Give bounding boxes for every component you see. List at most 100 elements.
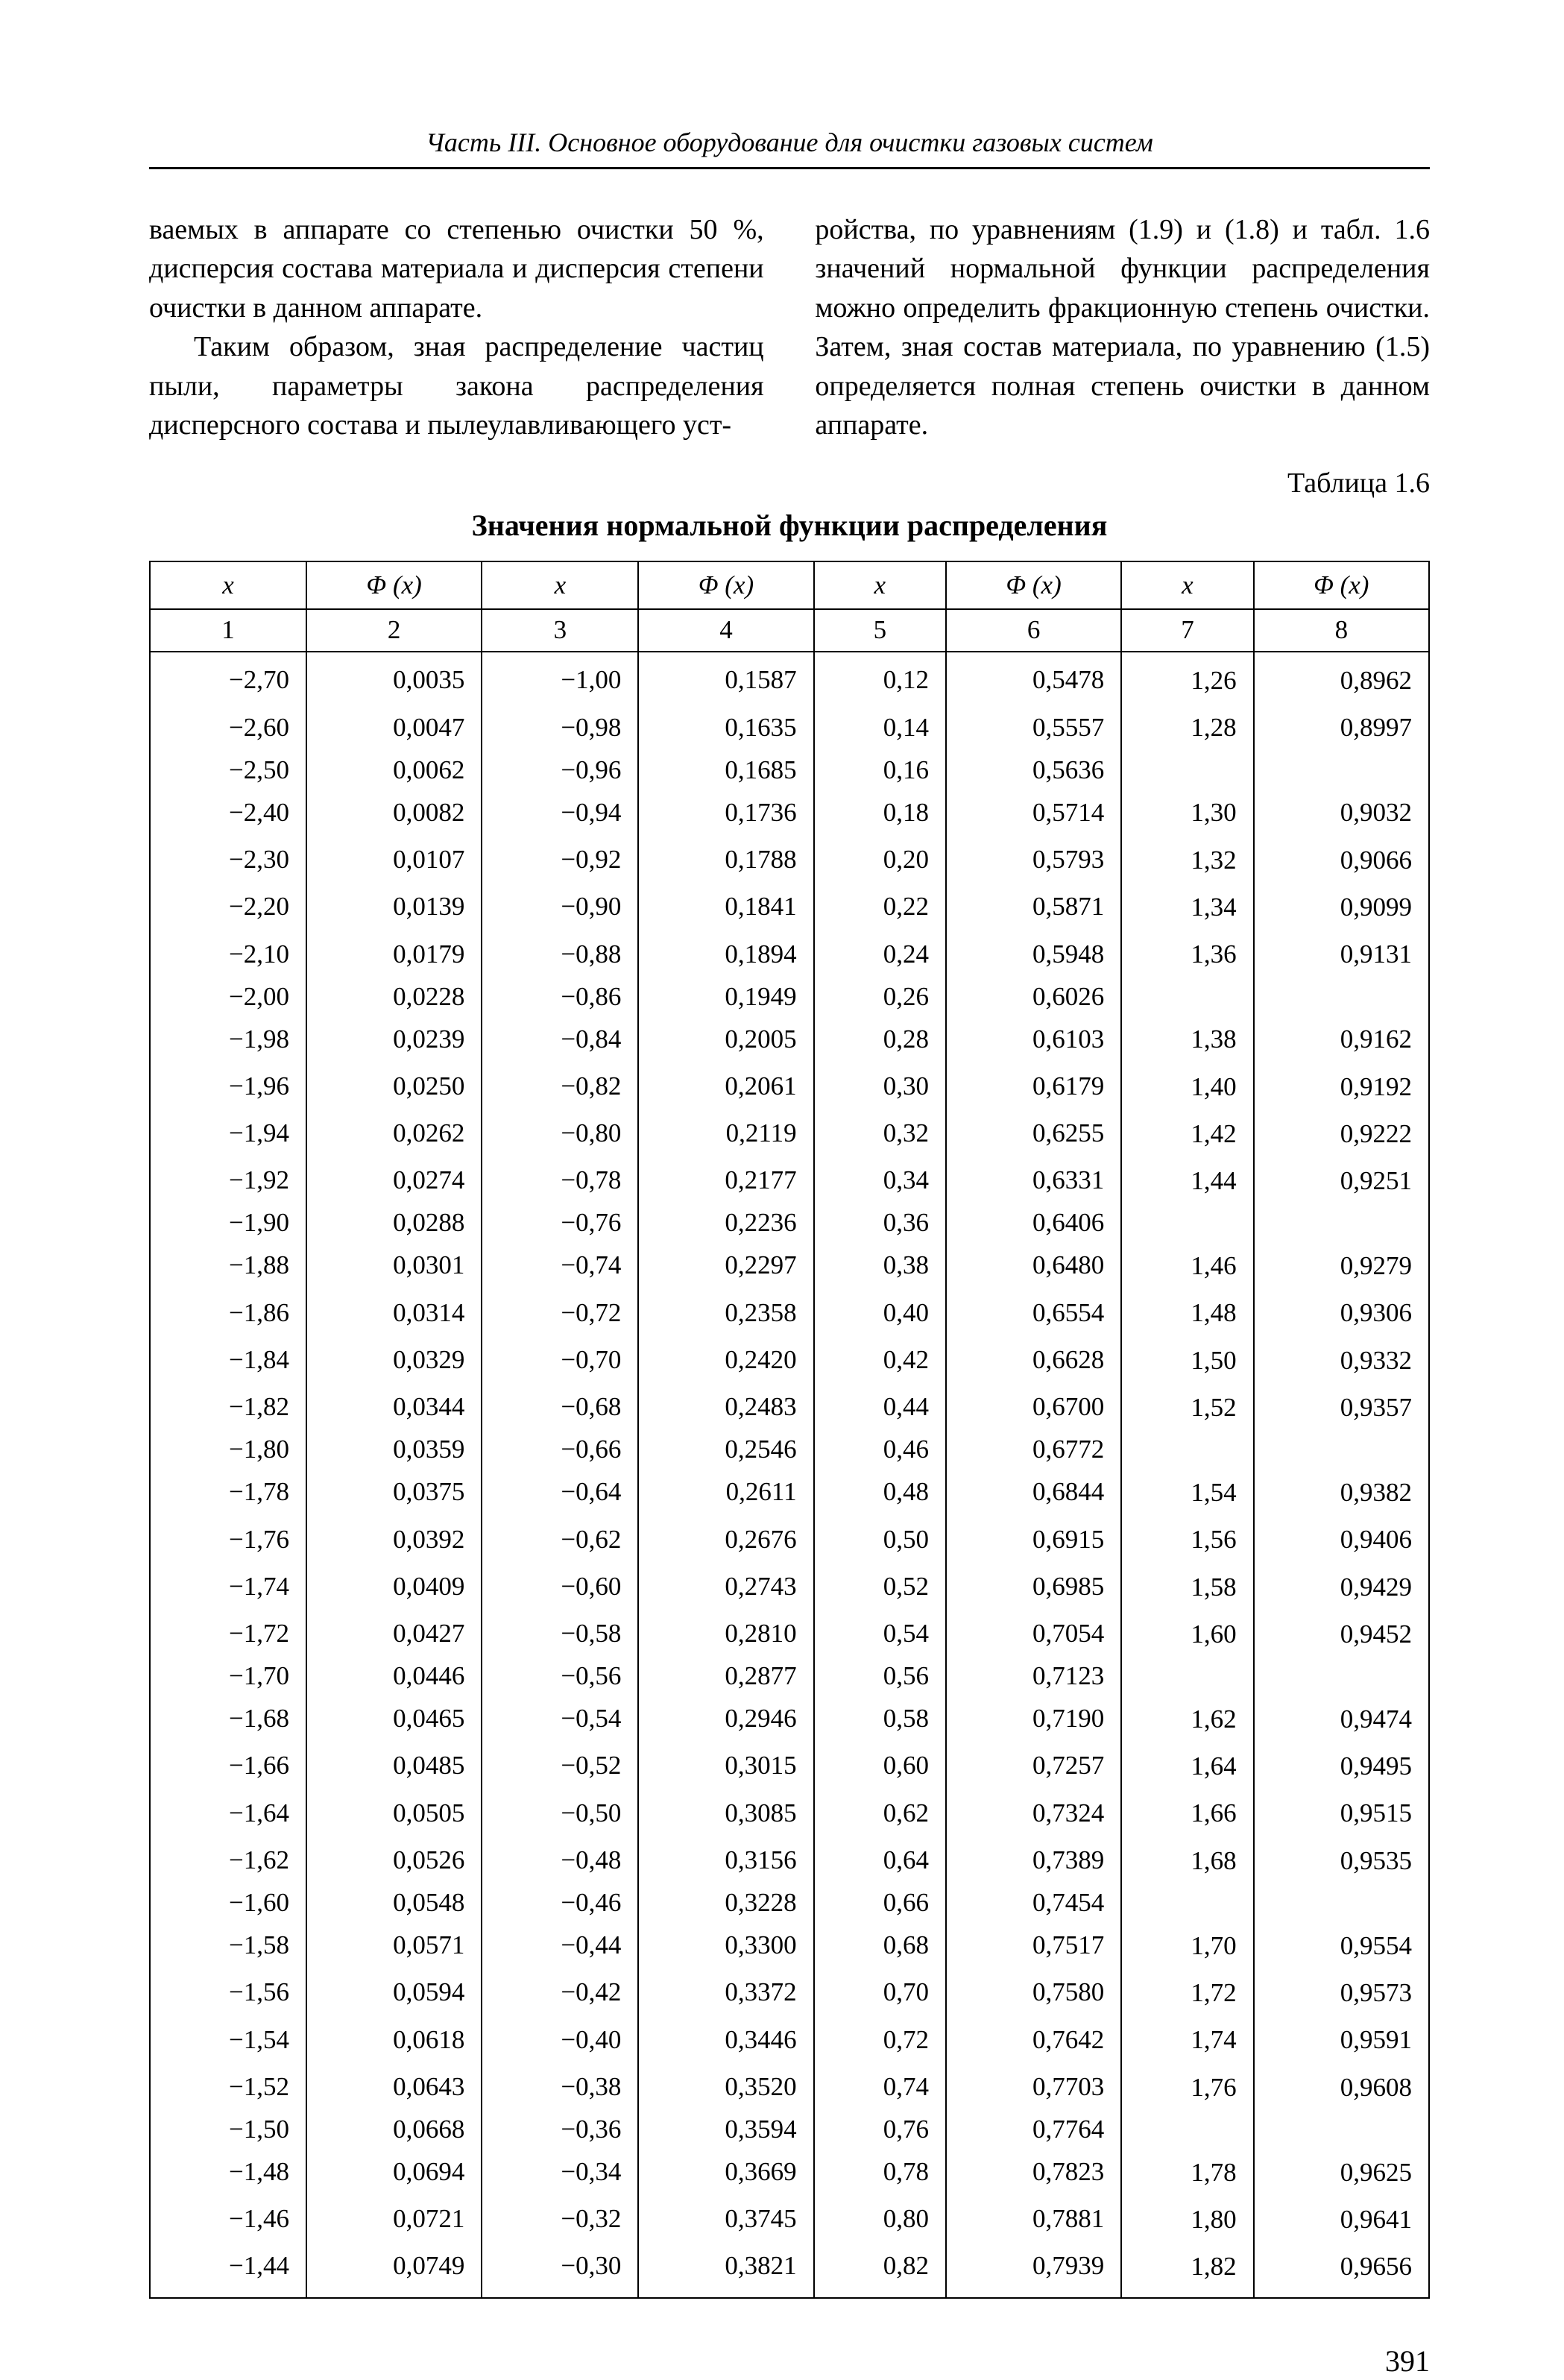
table-cell: −0,36 xyxy=(482,2111,638,2149)
table-title: Значения нормальной функции распределени… xyxy=(149,508,1430,544)
table-header-row: x Φ (x) x Φ (x) x Φ (x) x Φ (x) xyxy=(150,561,1429,610)
table-cell: 0,3520 xyxy=(638,2064,813,2111)
table-cell: 1,66 xyxy=(1121,1789,1253,1836)
table-cell: 0,2005 xyxy=(638,1016,813,1062)
table-cell: 0,0643 xyxy=(306,2064,482,2111)
table-cell: −1,96 xyxy=(150,1063,306,1110)
table-row: −1,920,0274−0,780,21770,340,63311,440,92… xyxy=(150,1157,1429,1204)
table-cell: 0,9382 xyxy=(1254,1469,1429,1516)
th-x: x xyxy=(814,561,946,610)
table-cell: 0,82 xyxy=(814,2243,946,2298)
table-cell: −1,52 xyxy=(150,2064,306,2111)
table-cell: 1,82 xyxy=(1121,2243,1253,2298)
table-cell: 0,64 xyxy=(814,1837,946,1884)
table-cell xyxy=(1121,752,1253,790)
table-cell: 0,9332 xyxy=(1254,1337,1429,1384)
table-cell xyxy=(1254,1658,1429,1696)
table-cell: −1,54 xyxy=(150,2016,306,2063)
table-cell: 0,7939 xyxy=(946,2243,1121,2298)
table-cell: 0,6179 xyxy=(946,1063,1121,1110)
table-row: −1,880,0301−0,740,22970,380,64801,460,92… xyxy=(150,1242,1429,1289)
table-cell: 0,6844 xyxy=(946,1469,1121,1516)
table-cell: 0,50 xyxy=(814,1516,946,1563)
table-cell: 0,5793 xyxy=(946,837,1121,884)
table-cell xyxy=(1254,752,1429,790)
table-cell: −1,84 xyxy=(150,1337,306,1384)
table-cell: 0,58 xyxy=(814,1696,946,1742)
table-cell xyxy=(1121,978,1253,1016)
table-cell: 0,7764 xyxy=(946,2111,1121,2149)
table-row: −1,540,0618−0,400,34460,720,76421,740,95… xyxy=(150,2016,1429,2063)
table-cell: 0,2676 xyxy=(638,1516,813,1563)
table-cell: 0,9099 xyxy=(1254,884,1429,931)
table-cell: 0,9474 xyxy=(1254,1696,1429,1742)
colnum: 6 xyxy=(946,609,1121,652)
paragraph: ваемых в аппарате со степенью очистки 50… xyxy=(149,210,764,327)
th-phi: Φ (x) xyxy=(306,561,482,610)
table-cell: 0,3446 xyxy=(638,2016,813,2063)
table-cell: 0,0301 xyxy=(306,1242,482,1289)
table-cell: 0,0107 xyxy=(306,837,482,884)
table-cell: 0,7123 xyxy=(946,1658,1121,1696)
table-cell: −1,74 xyxy=(150,1564,306,1611)
table-cell: 0,2236 xyxy=(638,1204,813,1242)
table-cell: 0,6103 xyxy=(946,1016,1121,1062)
table-cell: −1,50 xyxy=(150,2111,306,2149)
table-cell: 1,54 xyxy=(1121,1469,1253,1516)
table-cell: 0,0749 xyxy=(306,2243,482,2298)
table-cell: −0,70 xyxy=(482,1337,638,1384)
page-number: 391 xyxy=(149,2343,1430,2380)
table-cell: 0,7389 xyxy=(946,1837,1121,1884)
table-row: −1,960,0250−0,820,20610,300,61791,400,91… xyxy=(150,1063,1429,1110)
table-row: −1,520,0643−0,380,35200,740,77031,760,96… xyxy=(150,2064,1429,2111)
table-cell: 0,9306 xyxy=(1254,1289,1429,1336)
table-cell: −0,74 xyxy=(482,1242,638,1289)
table-cell: 0,6026 xyxy=(946,978,1121,1016)
table-cell: 0,0571 xyxy=(306,1922,482,1969)
table-cell: −1,00 xyxy=(482,652,638,704)
table-cell: 0,76 xyxy=(814,2111,946,2149)
table-body: −2,700,0035−1,000,15870,120,54781,260,89… xyxy=(150,652,1429,2298)
paragraph: ройства, по уравнениям (1.9) и (1.8) и т… xyxy=(815,210,1430,445)
table-row: −1,780,0375−0,640,26110,480,68441,540,93… xyxy=(150,1469,1429,1516)
table-cell: 1,60 xyxy=(1121,1611,1253,1658)
table-cell: 0,3228 xyxy=(638,1884,813,1922)
table-cell: 0,9032 xyxy=(1254,789,1429,836)
table-cell: 0,6554 xyxy=(946,1289,1121,1336)
table-cell: 0,0359 xyxy=(306,1431,482,1469)
table-cell: 0,52 xyxy=(814,1564,946,1611)
table-cell: 0,44 xyxy=(814,1384,946,1431)
th-phi: Φ (x) xyxy=(946,561,1121,610)
table-cell: 0,6480 xyxy=(946,1242,1121,1289)
table-cell: −1,58 xyxy=(150,1922,306,1969)
table-cell: 0,7703 xyxy=(946,2064,1121,2111)
table-cell: 1,32 xyxy=(1121,837,1253,884)
table-cell: 0,48 xyxy=(814,1469,946,1516)
table-cell: −0,78 xyxy=(482,1157,638,1204)
table-cell: 0,0139 xyxy=(306,884,482,931)
table-cell: −2,20 xyxy=(150,884,306,931)
table-cell: −2,60 xyxy=(150,704,306,751)
table-cell: 1,62 xyxy=(1121,1696,1253,1742)
table-cell: −1,62 xyxy=(150,1837,306,1884)
table-cell: −0,86 xyxy=(482,978,638,1016)
table-cell: 0,9192 xyxy=(1254,1063,1429,1110)
table-cell: 0,6331 xyxy=(946,1157,1121,1204)
table-cell: 0,7517 xyxy=(946,1922,1121,1969)
table-cell: 0,9162 xyxy=(1254,1016,1429,1062)
table-cell: −0,54 xyxy=(482,1696,638,1742)
paragraph: Таким образом, зная распределение частиц… xyxy=(149,327,764,444)
table-row: −1,600,0548−0,460,32280,660,7454 xyxy=(150,1884,1429,1922)
table-cell: 1,78 xyxy=(1121,2149,1253,2196)
table-cell: 0,9535 xyxy=(1254,1837,1429,1884)
table-cell: −0,60 xyxy=(482,1564,638,1611)
table-cell: 0,20 xyxy=(814,837,946,884)
table-cell: 0,6406 xyxy=(946,1204,1121,1242)
table-cell: 0,40 xyxy=(814,1289,946,1336)
running-head: Часть III. Основное оборудование для очи… xyxy=(149,127,1430,169)
table-row: −2,600,0047−0,980,16350,140,55571,280,89… xyxy=(150,704,1429,751)
table-cell: −1,82 xyxy=(150,1384,306,1431)
distribution-table: x Φ (x) x Φ (x) x Φ (x) x Φ (x) 1 2 3 4 … xyxy=(149,561,1430,2299)
table-row: −1,740,0409−0,600,27430,520,69851,580,94… xyxy=(150,1564,1429,1611)
colnum: 4 xyxy=(638,609,813,652)
